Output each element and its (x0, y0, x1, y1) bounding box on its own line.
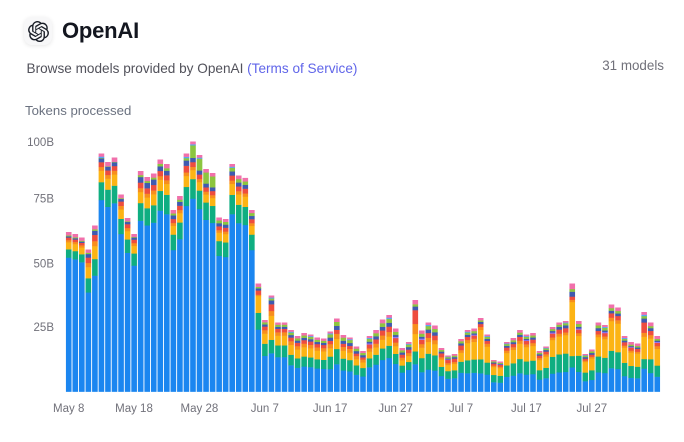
svg-text:Jun 17: Jun 17 (313, 403, 348, 415)
svg-text:50B: 50B (34, 259, 55, 271)
svg-text:May 28: May 28 (181, 403, 219, 415)
svg-text:100B: 100B (27, 137, 54, 149)
svg-text:Jun 7: Jun 7 (251, 403, 279, 415)
svg-text:Jul 7: Jul 7 (449, 403, 473, 415)
svg-text:Jun 27: Jun 27 (378, 403, 413, 415)
svg-text:75B: 75B (34, 194, 55, 206)
svg-text:Jul 27: Jul 27 (576, 403, 607, 415)
svg-text:May 8: May 8 (53, 403, 84, 415)
svg-text:May 18: May 18 (115, 403, 153, 415)
svg-text:Jul 17: Jul 17 (511, 403, 542, 415)
svg-text:25B: 25B (34, 322, 55, 334)
